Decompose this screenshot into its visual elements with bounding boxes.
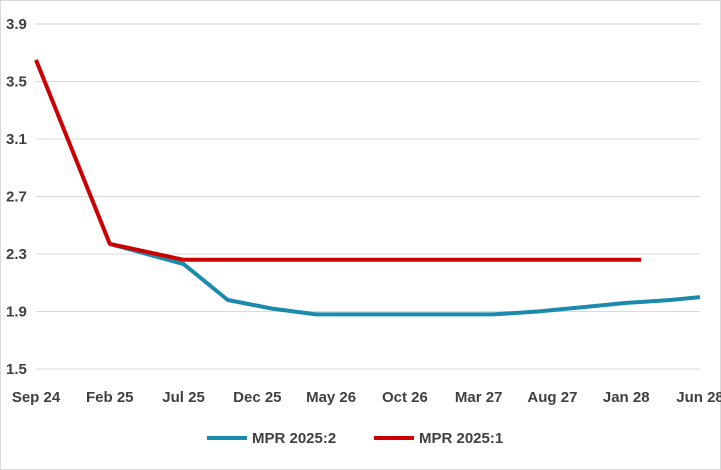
x-tick-label: Mar 27 [455,389,503,406]
y-tick-label: 2.7 [6,189,27,206]
x-tick-label: Jul 25 [162,389,205,406]
x-tick-label: Aug 27 [527,389,577,406]
x-tick-label: Oct 26 [382,389,428,406]
x-tick-label: Sep 24 [12,389,61,406]
legend-label: MPR 2025:2 [252,430,336,447]
y-tick-label: 3.5 [6,74,27,91]
x-tick-label: Jun 28 [676,389,721,406]
y-tick-label: 1.9 [6,304,27,321]
x-tick-label: Jan 28 [603,389,650,406]
grid-lines [36,23,700,370]
series-lines [34,59,701,317]
y-tick-label: 3.1 [6,131,27,148]
y-tick-label: 1.5 [6,361,27,378]
y-tick-label: 3.9 [6,16,27,33]
series-line-mpr-2025-2 [109,241,701,317]
x-tick-label: Feb 25 [86,389,134,406]
y-tick-label: 2.3 [6,246,27,263]
series-line-mpr-2025-1 [34,59,641,262]
x-tick-label: Dec 25 [233,389,281,406]
legend-label: MPR 2025:1 [419,430,503,447]
y-axis-tick-labels: 1.5 1.9 2.3 2.7 3.1 3.5 3.9 [6,16,27,378]
legend: MPR 2025:2 MPR 2025:1 [207,430,503,447]
x-tick-label: May 26 [306,389,356,406]
x-axis-tick-labels: Sep 24 Feb 25 Jul 25 Dec 25 May 26 Oct 26 Mar … [12,389,721,406]
